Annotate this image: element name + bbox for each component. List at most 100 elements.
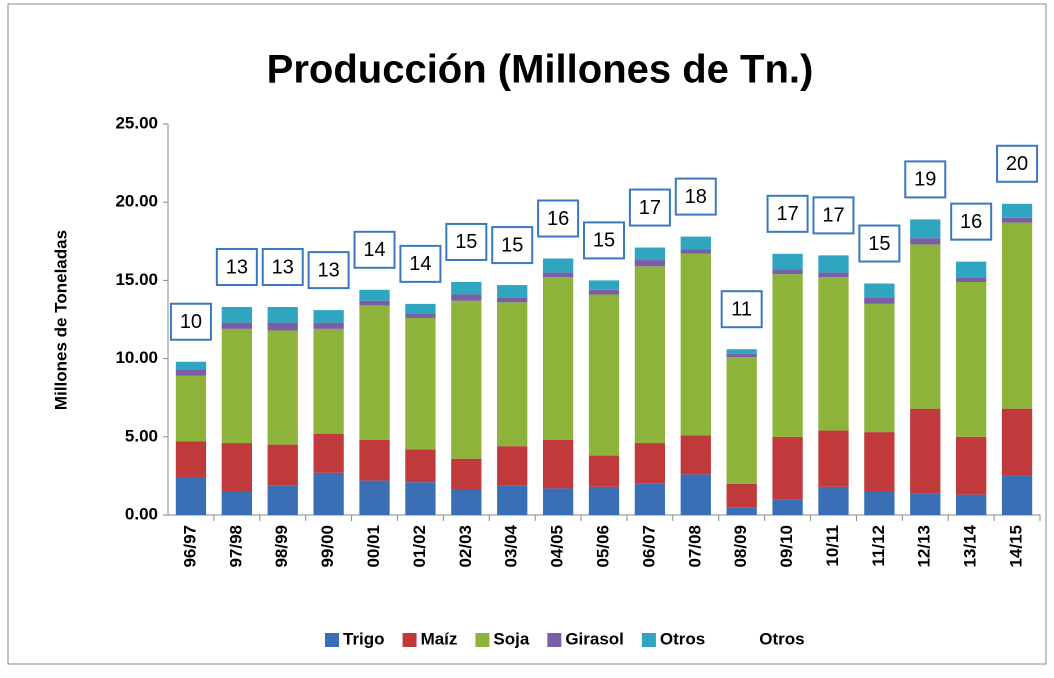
bar-segment <box>267 485 298 515</box>
bar-segment <box>1001 408 1033 476</box>
total-box <box>996 144 1039 183</box>
bar-segment <box>542 488 574 515</box>
bar-segment <box>634 260 666 267</box>
bar-segment <box>1001 217 1033 223</box>
bar-segment <box>634 247 666 261</box>
bar-segment <box>359 289 390 301</box>
bar-segment <box>451 294 482 301</box>
bar-segment <box>864 303 895 433</box>
bar-segment <box>451 281 482 295</box>
bar-segment <box>542 258 574 273</box>
bar-segment <box>175 441 207 478</box>
bar-segment <box>359 480 390 515</box>
bar-segment <box>175 375 207 442</box>
legend-swatch <box>402 633 417 647</box>
bar-segment <box>956 494 987 515</box>
bar-segment <box>910 219 941 239</box>
bar-segment <box>221 328 252 444</box>
bar-segment <box>221 491 252 515</box>
total-label: 15 <box>501 234 523 256</box>
bar-segment <box>956 277 987 282</box>
total-label: 14 <box>409 253 431 275</box>
bar-segment <box>634 483 666 515</box>
bar-segment <box>497 297 528 303</box>
total-label: 11 <box>731 298 752 320</box>
x-tick-label: 09/10 <box>777 525 796 568</box>
bar-segment <box>818 255 849 273</box>
bar-segment <box>680 435 711 475</box>
bar-segment <box>680 249 711 254</box>
bar-segment <box>221 306 252 323</box>
y-tick-label: 15.00 <box>115 270 158 289</box>
bar-segment <box>359 300 390 306</box>
total-box <box>674 177 717 216</box>
legend-swatch <box>325 633 339 647</box>
bar-segment <box>772 253 803 270</box>
x-tick-label: 05/06 <box>593 525 612 568</box>
bar-segment <box>451 300 482 459</box>
bar-segment <box>956 261 987 278</box>
bar-segment <box>267 306 298 323</box>
bar-segment <box>175 477 207 515</box>
bar-segment <box>313 328 344 434</box>
x-tick-label: 11/12 <box>869 525 888 567</box>
total-box <box>261 247 304 286</box>
bar-segment <box>772 436 803 500</box>
bar-segment <box>267 444 298 486</box>
x-tick-label: 06/07 <box>639 525 658 568</box>
total-label: 16 <box>960 211 982 233</box>
bar-segment <box>956 436 987 495</box>
bar-segment <box>451 458 482 490</box>
bar-segment <box>634 266 666 444</box>
legend-label: Maíz <box>421 629 458 648</box>
bar-segment <box>726 349 757 354</box>
y-tick-label: 0.00 <box>125 504 158 523</box>
bar-segment <box>267 330 298 445</box>
bar-segment <box>1001 222 1033 409</box>
total-box <box>353 230 396 269</box>
bar-segment <box>910 408 941 494</box>
total-label: 17 <box>776 203 798 225</box>
total-box <box>766 194 809 233</box>
bar-segment <box>497 285 528 298</box>
total-label: 10 <box>180 311 202 333</box>
legend-swatch <box>547 633 562 647</box>
total-box <box>307 251 350 290</box>
total-label: 20 <box>1006 153 1028 175</box>
x-tick-label: 96/97 <box>180 525 199 568</box>
x-tick-label: 97/98 <box>226 525 245 568</box>
legend-swatch <box>475 633 490 647</box>
total-box <box>583 221 625 260</box>
total-label: 13 <box>272 256 294 278</box>
total-box <box>904 160 947 199</box>
bar-segment <box>313 310 344 323</box>
bar-segment <box>588 294 620 456</box>
bar-segment <box>726 353 757 358</box>
total-label: 14 <box>363 239 385 261</box>
bar-segment <box>542 272 574 278</box>
bar-segment <box>405 303 436 314</box>
x-tick-label: 07/08 <box>685 525 704 568</box>
total-box <box>169 302 212 341</box>
bar-segment <box>405 482 436 515</box>
x-tick-label: 03/04 <box>502 524 521 567</box>
bar-segment <box>313 322 344 329</box>
bar-segment <box>680 236 711 250</box>
bar-segment <box>864 283 895 298</box>
bar-segment <box>221 443 252 492</box>
bar-segment <box>497 485 528 515</box>
bar-segment <box>313 433 344 473</box>
bar-segment <box>221 322 252 329</box>
bar-segment <box>542 277 574 440</box>
bar-segment <box>772 269 803 275</box>
x-tick-label: 10/11 <box>823 525 842 567</box>
bar-segment <box>864 491 895 515</box>
bar-segment <box>864 297 895 304</box>
bar-segment <box>818 486 849 515</box>
total-label: 15 <box>455 231 477 253</box>
total-box <box>491 226 534 265</box>
total-box <box>628 188 671 227</box>
bar-segment <box>726 357 757 484</box>
bar-segment <box>359 439 390 481</box>
